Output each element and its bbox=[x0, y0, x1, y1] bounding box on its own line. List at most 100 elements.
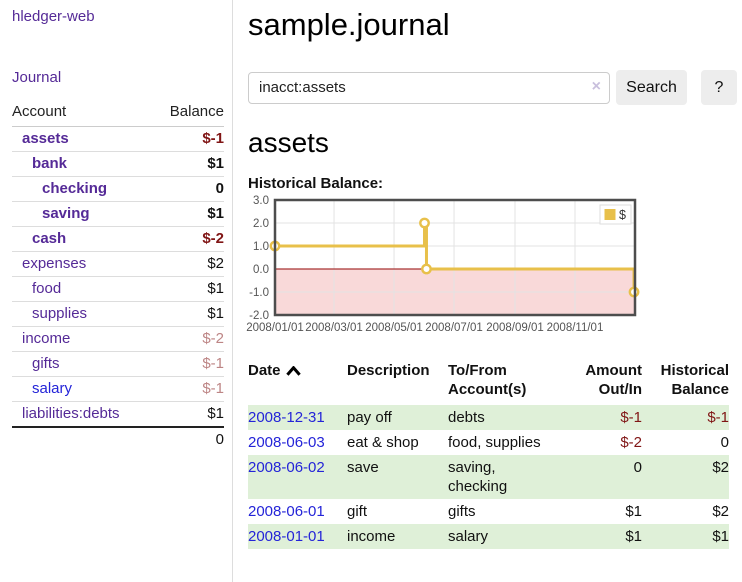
transaction-balance-cell: 0 bbox=[720, 434, 729, 451]
svg-text:1.0: 1.0 bbox=[253, 241, 269, 253]
svg-text:2008/05/01: 2008/05/01 bbox=[365, 322, 423, 334]
transaction-date-cell: 2008-01-01 bbox=[248, 524, 347, 549]
account-name-cell: food bbox=[12, 276, 153, 302]
transaction-balance-cell: $2 bbox=[712, 503, 729, 520]
account-column-header: Account bbox=[12, 101, 153, 127]
account-name-cell: bank bbox=[12, 151, 153, 177]
account-name-cell: liabilities:debts bbox=[12, 401, 153, 427]
svg-text:0.0: 0.0 bbox=[253, 264, 269, 276]
sidebar-account-link[interactable]: income bbox=[22, 330, 71, 347]
tofrom-column-header: To/From Account(s) bbox=[448, 362, 527, 398]
sidebar-account-link[interactable]: assets bbox=[22, 130, 69, 147]
sidebar-account-balance: $-1 bbox=[152, 376, 224, 402]
svg-text:2008/03/01: 2008/03/01 bbox=[305, 322, 363, 334]
sidebar-account-balance: $1 bbox=[152, 301, 224, 327]
svg-text:2.0: 2.0 bbox=[253, 218, 269, 230]
svg-text:-2.0: -2.0 bbox=[249, 310, 269, 322]
svg-text:-1.0: -1.0 bbox=[249, 287, 269, 299]
search-input[interactable] bbox=[248, 71, 610, 104]
sidebar-account-link[interactable]: cash bbox=[32, 230, 67, 247]
account-row: liabilities:debts $1 bbox=[12, 401, 224, 427]
account-name-cell: supplies bbox=[12, 301, 153, 327]
sidebar-account-balance: $1 bbox=[152, 151, 224, 177]
page-title: sample.journal bbox=[248, 7, 450, 42]
chart-label: Historical Balance: bbox=[248, 175, 384, 192]
accounts-total-row: 0 bbox=[12, 426, 224, 452]
svg-text:2008/01/01: 2008/01/01 bbox=[246, 322, 304, 334]
transaction-date-cell: 2008-06-03 bbox=[248, 430, 347, 455]
sidebar-item-journal[interactable]: Journal bbox=[12, 69, 62, 86]
sidebar-accounts-body: assets $-1 bank $1 checking 0 saving $1 cash $-2 e… bbox=[12, 126, 224, 427]
account-row: expenses $2 bbox=[12, 251, 224, 277]
transaction-accounts-cell: saving, checking bbox=[448, 459, 508, 495]
accounts-table-header: Account Balance bbox=[12, 101, 224, 127]
transaction-date-link[interactable]: 2008-06-03 bbox=[248, 434, 325, 451]
transaction-accounts-cell: debts bbox=[448, 409, 485, 426]
transaction-row: 2008-06-01 gift gifts $1 $2 bbox=[248, 499, 729, 524]
balance-column-header-register: Historical Balance bbox=[660, 362, 729, 398]
sidebar-account-link[interactable]: salary bbox=[32, 380, 73, 397]
sidebar-account-balance: $-2 bbox=[152, 326, 224, 352]
svg-text:2008/09/01: 2008/09/01 bbox=[486, 322, 544, 334]
account-name-cell: expenses bbox=[12, 251, 153, 277]
help-button[interactable]: ? bbox=[701, 70, 737, 105]
accounts-table: Account Balance assets $-1 bank $1 checking 0… bbox=[12, 101, 224, 452]
account-row: income $-2 bbox=[12, 326, 224, 352]
account-row: bank $1 bbox=[12, 151, 224, 177]
account-name-cell: saving bbox=[12, 201, 153, 227]
sort-ascending-icon bbox=[285, 365, 301, 376]
transaction-balance-cell: $-1 bbox=[707, 409, 729, 426]
sidebar-account-balance: $2 bbox=[152, 251, 224, 277]
clear-search-icon[interactable]: × bbox=[591, 77, 601, 95]
accounts-total-spacer bbox=[12, 426, 153, 452]
sidebar-account-link[interactable]: expenses bbox=[22, 255, 87, 272]
transaction-accounts-cell: salary bbox=[448, 528, 489, 545]
search-form: × Search ? bbox=[248, 70, 742, 105]
sidebar-account-link[interactable]: liabilities:debts bbox=[22, 405, 120, 422]
transaction-amount-cell: $-1 bbox=[620, 409, 642, 426]
sidebar-account-link[interactable]: supplies bbox=[32, 305, 88, 322]
transaction-description-cell: pay off bbox=[347, 409, 392, 426]
app-brand-link[interactable]: hledger-web bbox=[12, 8, 95, 25]
date-column-header[interactable]: Date bbox=[248, 359, 347, 405]
transaction-description-cell: income bbox=[347, 528, 396, 545]
account-row: checking 0 bbox=[12, 176, 224, 202]
account-row: gifts $-1 bbox=[12, 351, 224, 377]
account-row: assets $-1 bbox=[12, 126, 224, 152]
sidebar-account-link[interactable]: food bbox=[32, 280, 62, 297]
transaction-description-cell: eat & shop bbox=[347, 434, 419, 451]
description-column-header: Description bbox=[347, 362, 430, 379]
svg-text:$: $ bbox=[619, 208, 626, 222]
sidebar-account-link[interactable]: gifts bbox=[32, 355, 60, 372]
sidebar-account-balance: $1 bbox=[152, 276, 224, 302]
sidebar-account-link[interactable]: saving bbox=[42, 205, 90, 222]
sidebar-account-balance: $1 bbox=[152, 201, 224, 227]
sidebar-account-link[interactable]: bank bbox=[32, 155, 68, 172]
account-row: supplies $1 bbox=[12, 301, 224, 327]
transaction-date-link[interactable]: 2008-01-01 bbox=[248, 528, 325, 545]
transaction-date-cell: 2008-06-02 bbox=[248, 455, 347, 499]
account-name-cell: cash bbox=[12, 226, 153, 252]
balance-column-header: Balance bbox=[152, 101, 224, 127]
transaction-date-link[interactable]: 2008-06-01 bbox=[248, 503, 325, 520]
register-header-row: Date Description To/From Account(s) Amou… bbox=[248, 359, 729, 405]
amount-column-header: Amount Out/In bbox=[585, 362, 642, 398]
search-button[interactable]: Search bbox=[616, 70, 687, 105]
account-name-cell: salary bbox=[12, 376, 153, 402]
sidebar: hledger-web Journal Account Balance asse… bbox=[0, 0, 233, 582]
transaction-amount-cell: $-2 bbox=[620, 434, 642, 451]
register-body: 2008-12-31 pay off debts $-1 $-1 2008-06-03 ea… bbox=[248, 405, 729, 549]
account-name-cell: checking bbox=[12, 176, 153, 202]
account-row: salary $-1 bbox=[12, 376, 224, 402]
date-header-label: Date bbox=[248, 362, 281, 379]
transaction-accounts-cell: food, supplies bbox=[448, 434, 541, 451]
account-name-cell: gifts bbox=[12, 351, 153, 377]
transaction-amount-cell: $1 bbox=[625, 528, 642, 545]
sidebar-account-link[interactable]: checking bbox=[42, 180, 108, 197]
account-row: saving $1 bbox=[12, 201, 224, 227]
transaction-date-link[interactable]: 2008-12-31 bbox=[248, 409, 325, 426]
account-row: cash $-2 bbox=[12, 226, 224, 252]
transaction-accounts-cell: gifts bbox=[448, 503, 476, 520]
transaction-date-link[interactable]: 2008-06-02 bbox=[248, 459, 325, 476]
